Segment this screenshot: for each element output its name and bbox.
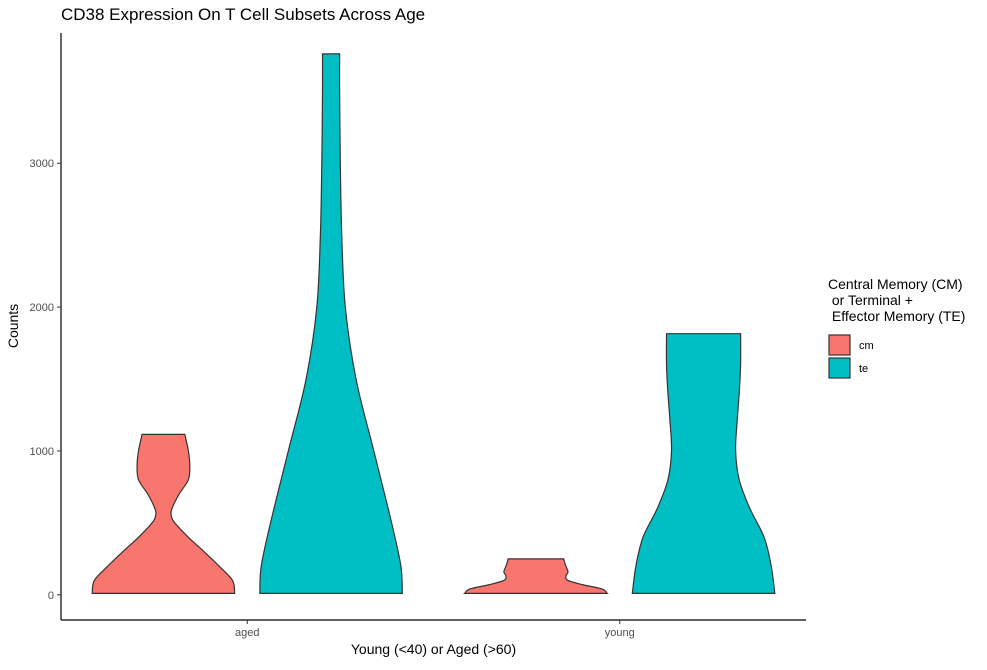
y-tick-label: 2000: [30, 302, 54, 314]
legend-label-cm: cm: [859, 340, 874, 352]
x-tick-label: aged: [235, 627, 259, 639]
legend-title-line: Effector Memory (TE): [828, 308, 965, 324]
y-tick-label: 3000: [30, 158, 54, 170]
legend: Central Memory (CM) or Terminal + Effect…: [828, 276, 965, 379]
x-axis-title: Young (<40) or Aged (>60): [351, 641, 516, 657]
axes: [60, 33, 806, 621]
violin-cm-aged: [91, 433, 236, 594]
violin-te-aged: [259, 53, 403, 594]
legend-title-line: or Terminal +: [828, 292, 913, 308]
legend-title-line: Central Memory (CM): [828, 276, 963, 292]
tick-labels: 0 1000 2000 3000 aged young: [30, 158, 635, 639]
legend-label-te: te: [859, 363, 868, 375]
chart-title: CD38 Expression On T Cell Subsets Across…: [61, 5, 425, 24]
violin-te-young: [631, 333, 776, 594]
legend-key-te: [828, 357, 851, 379]
violin-cm-young: [463, 558, 609, 594]
y-axis-title: Counts: [5, 304, 21, 348]
y-tick-label: 1000: [30, 446, 54, 458]
plot-area: [91, 53, 776, 594]
legend-key-cm: [828, 334, 851, 356]
y-tick-label: 0: [48, 590, 54, 602]
x-tick-label: young: [605, 627, 635, 639]
